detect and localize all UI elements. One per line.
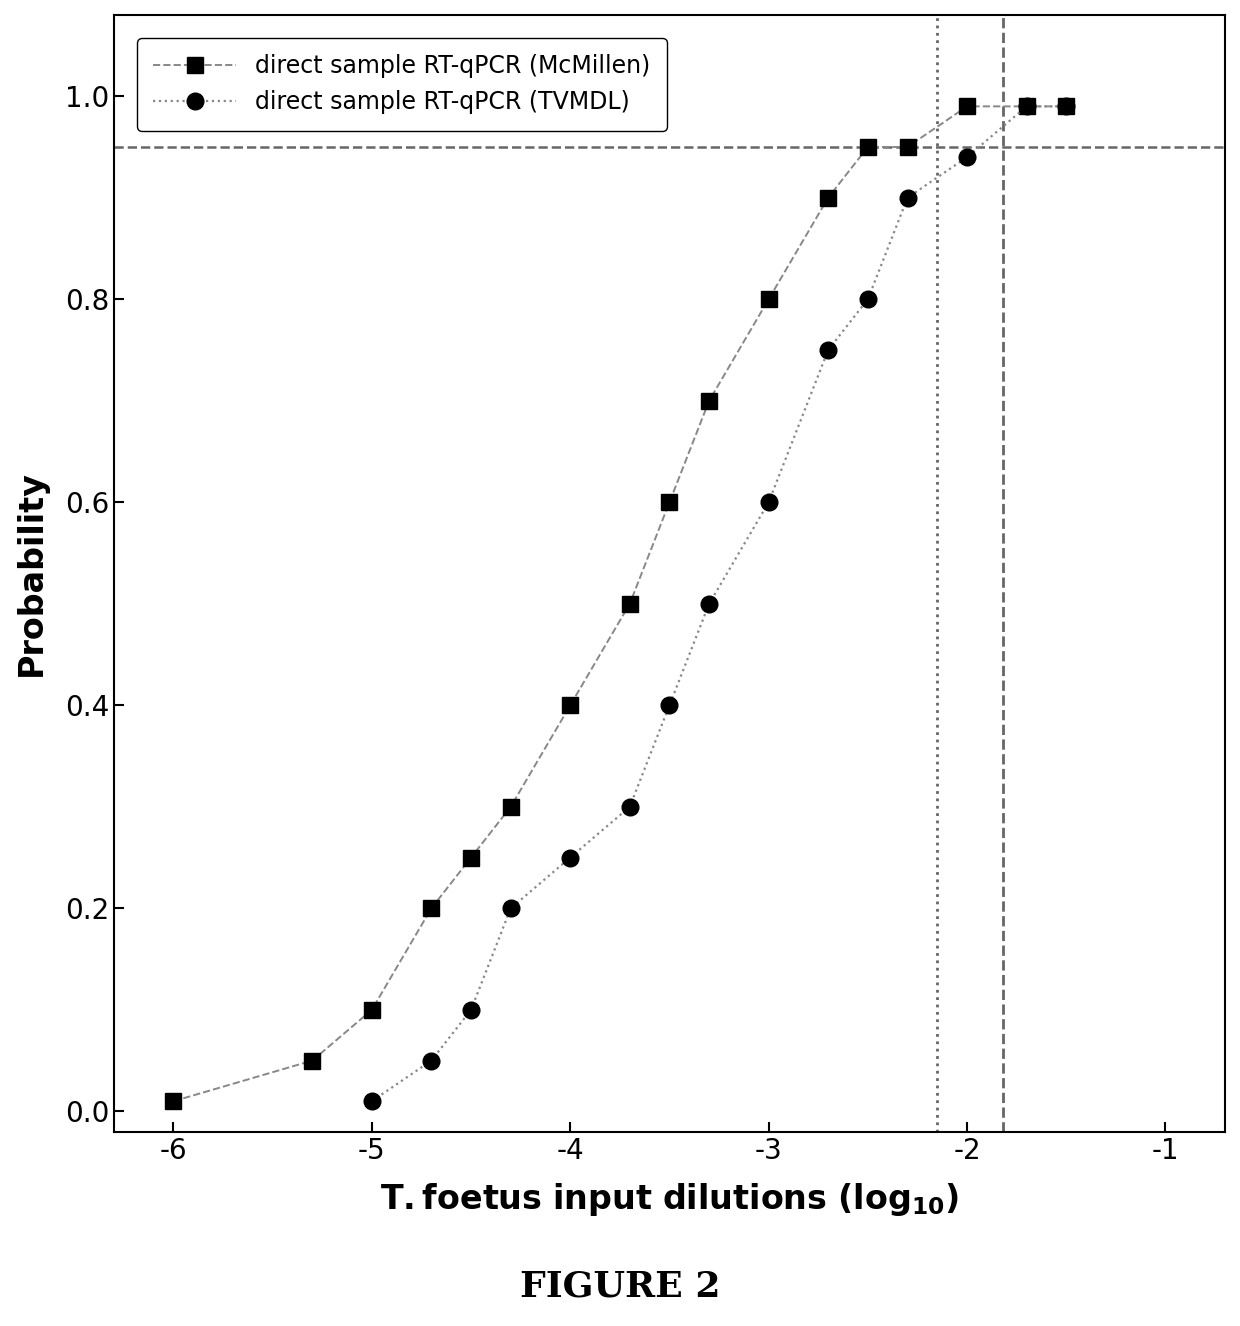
Y-axis label: Probability: Probability: [15, 471, 48, 676]
direct sample RT-qPCR (McMillen): [960, 98, 975, 114]
X-axis label: $\mathbf{T.foetus\ input\ dilutions\ (log_{10})}$: $\mathbf{T.foetus\ input\ dilutions\ (lo…: [379, 1181, 959, 1219]
direct sample RT-qPCR (McMillen): [702, 392, 717, 408]
direct sample RT-qPCR (McMillen): [900, 139, 915, 155]
direct sample RT-qPCR (TVMDL): [702, 595, 717, 611]
direct sample RT-qPCR (McMillen): [305, 1053, 320, 1069]
direct sample RT-qPCR (TVMDL): [365, 1093, 379, 1109]
direct sample RT-qPCR (TVMDL): [1019, 98, 1034, 114]
direct sample RT-qPCR (McMillen): [1019, 98, 1034, 114]
direct sample RT-qPCR (TVMDL): [622, 798, 637, 814]
direct sample RT-qPCR (TVMDL): [1059, 98, 1074, 114]
direct sample RT-qPCR (TVMDL): [900, 190, 915, 206]
direct sample RT-qPCR (McMillen): [622, 595, 637, 611]
Line: direct sample RT-qPCR (McMillen): direct sample RT-qPCR (McMillen): [166, 98, 1074, 1109]
direct sample RT-qPCR (McMillen): [1059, 98, 1074, 114]
direct sample RT-qPCR (McMillen): [821, 190, 836, 206]
direct sample RT-qPCR (McMillen): [761, 292, 776, 308]
direct sample RT-qPCR (TVMDL): [761, 495, 776, 511]
Text: FIGURE 2: FIGURE 2: [520, 1269, 720, 1303]
direct sample RT-qPCR (TVMDL): [563, 850, 578, 866]
direct sample RT-qPCR (TVMDL): [464, 1002, 479, 1018]
direct sample RT-qPCR (McMillen): [464, 850, 479, 866]
direct sample RT-qPCR (McMillen): [503, 798, 518, 814]
direct sample RT-qPCR (TVMDL): [821, 342, 836, 358]
direct sample RT-qPCR (McMillen): [861, 139, 875, 155]
direct sample RT-qPCR (TVMDL): [662, 697, 677, 713]
direct sample RT-qPCR (McMillen): [563, 697, 578, 713]
direct sample RT-qPCR (TVMDL): [861, 292, 875, 308]
direct sample RT-qPCR (McMillen): [166, 1093, 181, 1109]
direct sample RT-qPCR (TVMDL): [424, 1053, 439, 1069]
direct sample RT-qPCR (TVMDL): [503, 900, 518, 916]
direct sample RT-qPCR (McMillen): [662, 495, 677, 511]
Line: direct sample RT-qPCR (TVMDL): direct sample RT-qPCR (TVMDL): [363, 98, 1075, 1110]
direct sample RT-qPCR (TVMDL): [960, 149, 975, 164]
direct sample RT-qPCR (McMillen): [424, 900, 439, 916]
direct sample RT-qPCR (McMillen): [365, 1002, 379, 1018]
Legend: direct sample RT-qPCR (McMillen), direct sample RT-qPCR (TVMDL): direct sample RT-qPCR (McMillen), direct…: [136, 38, 667, 131]
